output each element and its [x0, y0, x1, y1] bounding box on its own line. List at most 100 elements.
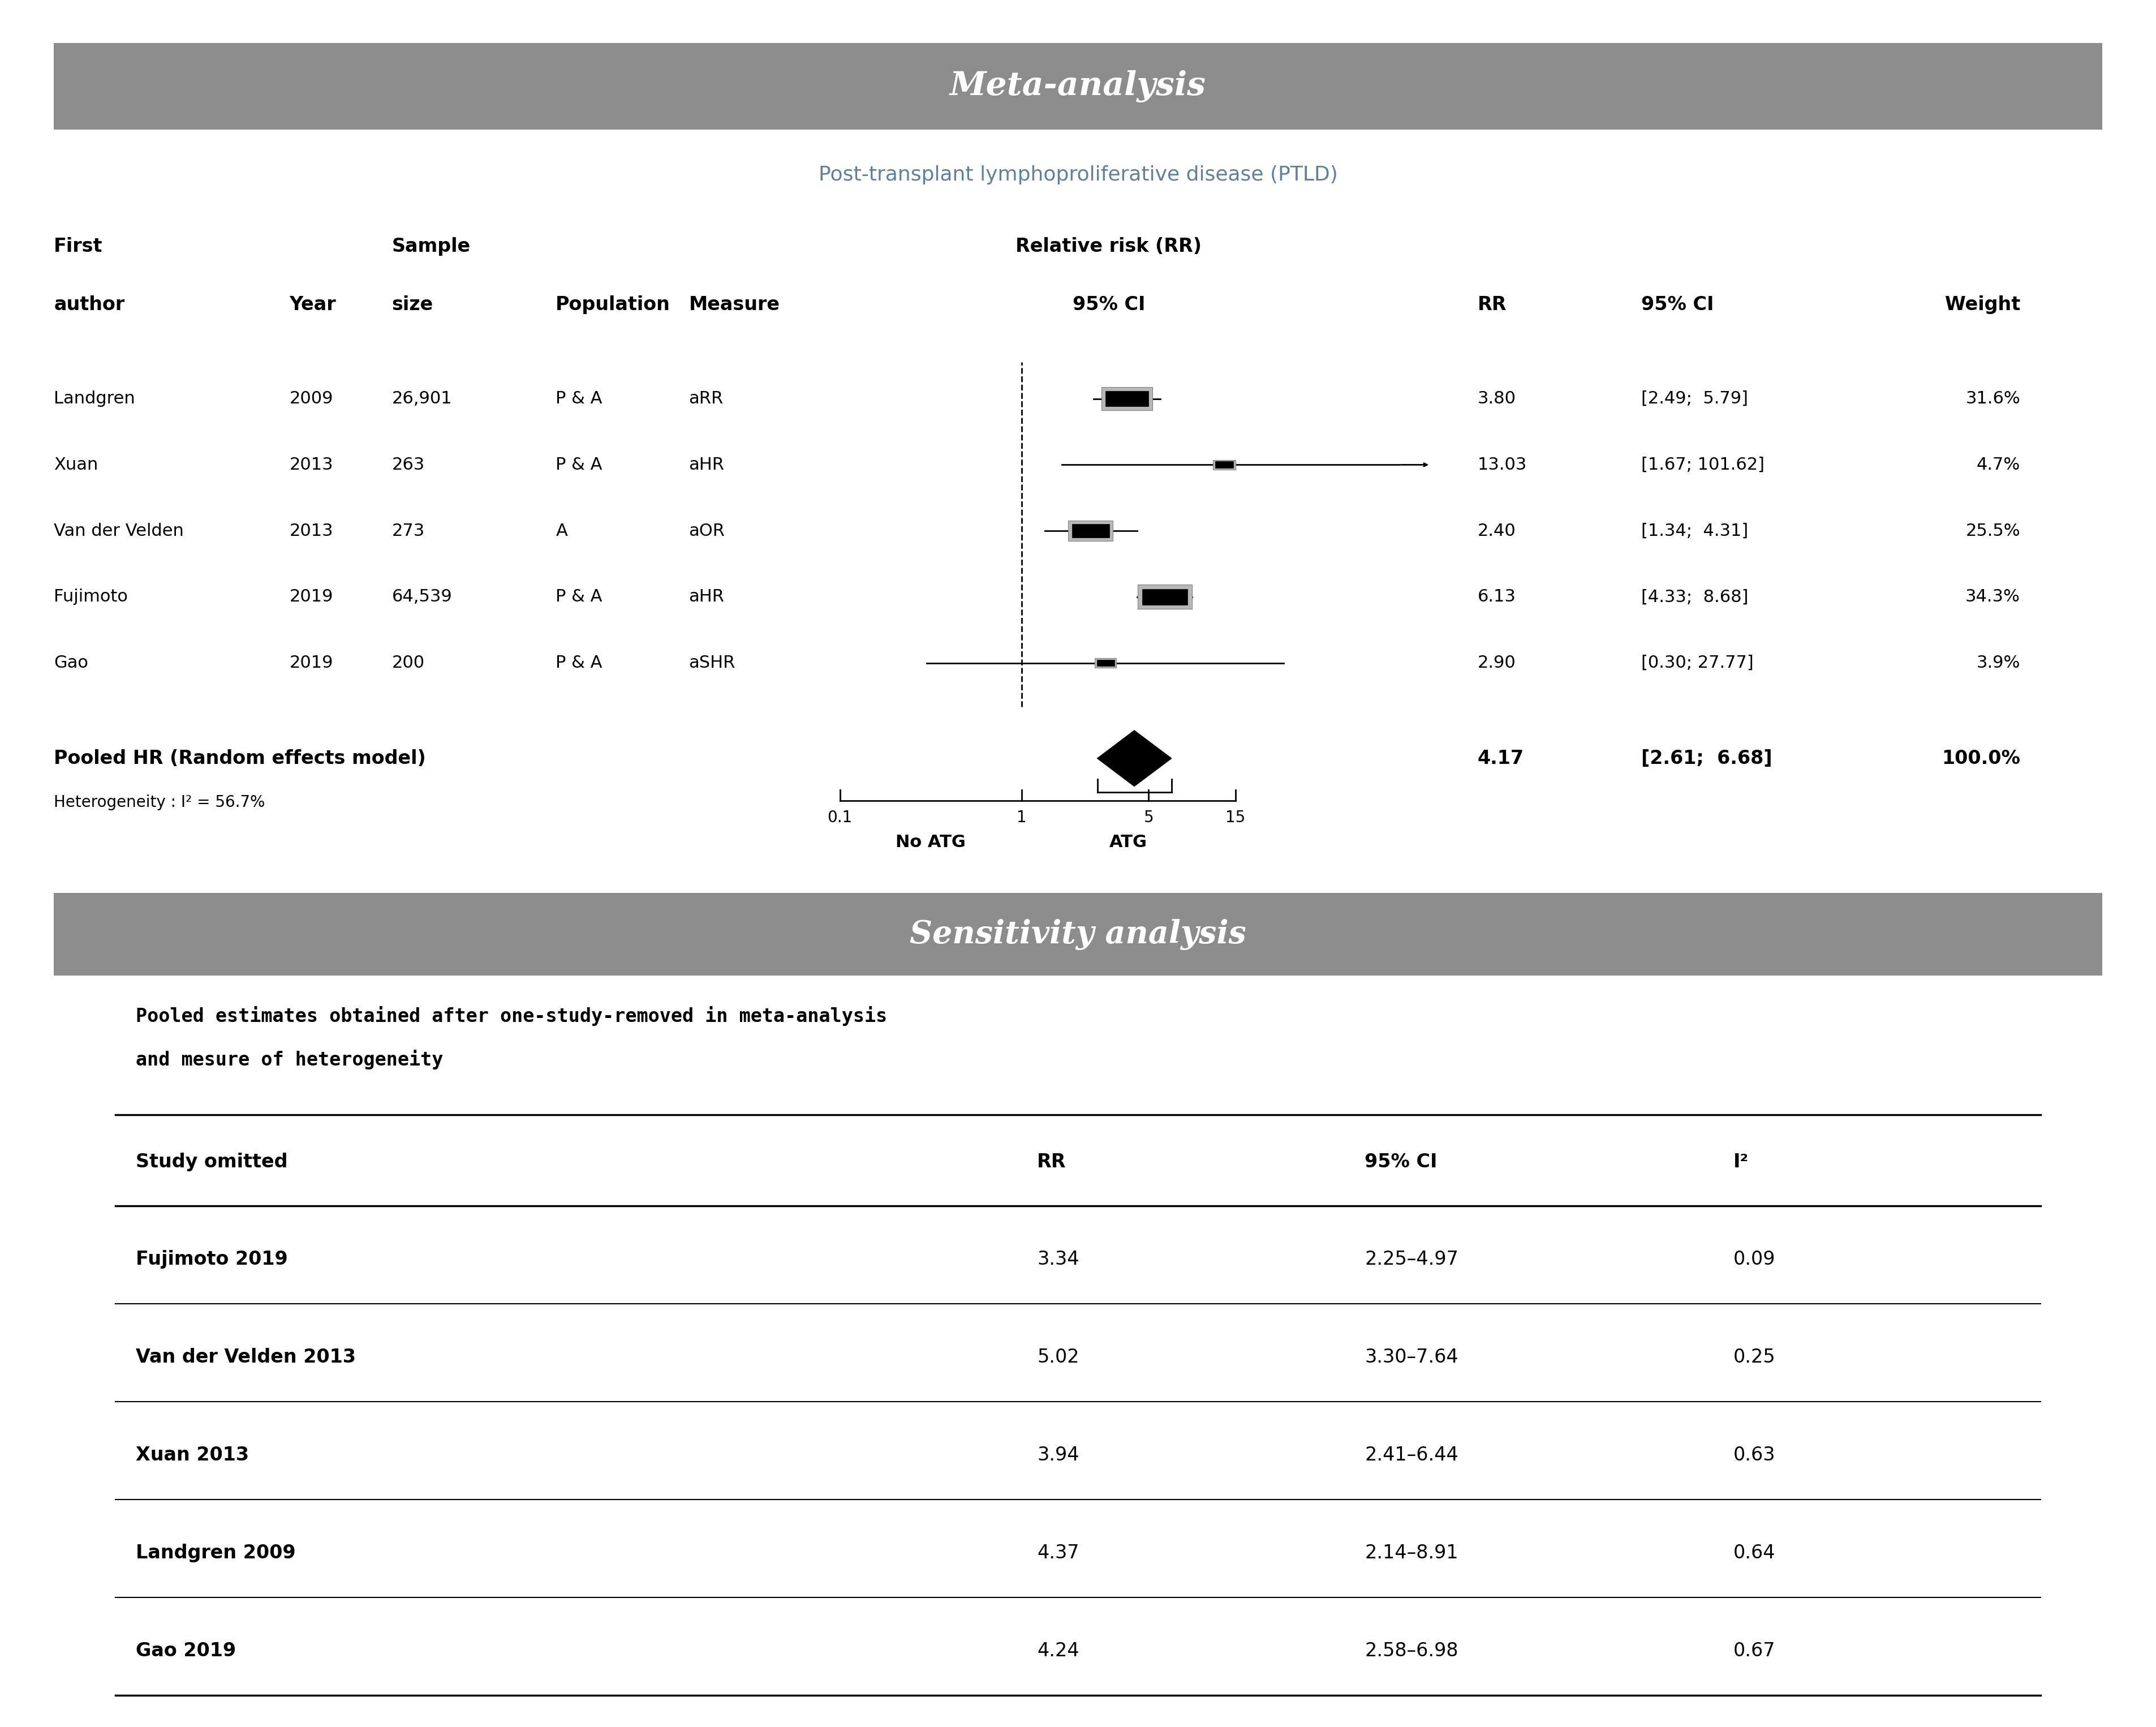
Text: 263: 263: [392, 456, 425, 473]
Text: 2.25–4.97: 2.25–4.97: [1365, 1250, 1460, 1269]
Text: Population: Population: [556, 295, 671, 314]
Text: P & A: P & A: [556, 589, 602, 604]
Text: Van der Velden: Van der Velden: [54, 523, 183, 539]
Text: 0.63: 0.63: [1733, 1445, 1777, 1464]
Text: 26,901: 26,901: [392, 390, 453, 408]
Text: 3.94: 3.94: [1037, 1445, 1080, 1464]
Text: Van der Velden 2013: Van der Velden 2013: [136, 1349, 356, 1366]
Text: 2009: 2009: [289, 390, 334, 408]
Text: 2013: 2013: [289, 523, 334, 539]
Text: Xuan: Xuan: [54, 456, 99, 473]
FancyBboxPatch shape: [1072, 525, 1110, 537]
Text: 6.13: 6.13: [1477, 589, 1516, 604]
Text: Study omitted: Study omitted: [136, 1152, 287, 1171]
Text: Pooled estimates obtained after one-study-removed in meta-analysis: Pooled estimates obtained after one-stud…: [136, 1007, 888, 1026]
Text: Post-transplant lymphoproliferative disease (PTLD): Post-transplant lymphoproliferative dise…: [819, 166, 1337, 185]
Text: 2.58–6.98: 2.58–6.98: [1365, 1642, 1457, 1660]
Text: No ATG: No ATG: [895, 834, 966, 850]
Text: author: author: [54, 295, 125, 314]
Text: ATG: ATG: [1110, 834, 1147, 850]
Text: 5: 5: [1143, 810, 1153, 826]
Text: Year: Year: [289, 295, 336, 314]
Text: 34.3%: 34.3%: [1966, 589, 2020, 604]
Text: Fujimoto: Fujimoto: [54, 589, 127, 604]
Text: aRR: aRR: [690, 390, 724, 408]
Text: [1.67; 101.62]: [1.67; 101.62]: [1641, 456, 1764, 473]
Text: RR: RR: [1037, 1152, 1067, 1171]
Text: Landgren: Landgren: [54, 390, 136, 408]
Text: Weight: Weight: [1945, 295, 2020, 314]
Text: 2.41–6.44: 2.41–6.44: [1365, 1445, 1457, 1464]
Text: First: First: [54, 237, 103, 256]
Text: 4.7%: 4.7%: [1977, 456, 2020, 473]
Text: 95% CI: 95% CI: [1365, 1152, 1438, 1171]
Text: size: size: [392, 295, 433, 314]
Text: 2.90: 2.90: [1477, 655, 1516, 672]
Text: 25.5%: 25.5%: [1966, 523, 2020, 539]
Text: 2013: 2013: [289, 456, 334, 473]
Text: Relative risk (RR): Relative risk (RR): [1015, 237, 1201, 256]
Text: 0.67: 0.67: [1733, 1642, 1777, 1660]
FancyBboxPatch shape: [54, 893, 2102, 976]
Text: 0.09: 0.09: [1733, 1250, 1777, 1269]
FancyBboxPatch shape: [1216, 461, 1233, 468]
Text: P & A: P & A: [556, 456, 602, 473]
Text: P & A: P & A: [556, 655, 602, 672]
Polygon shape: [1097, 731, 1171, 786]
Text: 31.6%: 31.6%: [1966, 390, 2020, 408]
Text: [4.33;  8.68]: [4.33; 8.68]: [1641, 589, 1749, 604]
Text: Sensitivity analysis: Sensitivity analysis: [910, 919, 1246, 950]
Text: Heterogeneity : I² = 56.7%: Heterogeneity : I² = 56.7%: [54, 794, 265, 810]
Text: 0.64: 0.64: [1733, 1544, 1777, 1563]
FancyBboxPatch shape: [1102, 387, 1153, 411]
Text: 13.03: 13.03: [1477, 456, 1526, 473]
FancyBboxPatch shape: [1095, 658, 1117, 668]
Text: 95% CI: 95% CI: [1641, 295, 1714, 314]
Text: Xuan 2013: Xuan 2013: [136, 1445, 250, 1464]
Text: Gao: Gao: [54, 655, 88, 672]
Text: Gao 2019: Gao 2019: [136, 1642, 235, 1660]
FancyBboxPatch shape: [1097, 660, 1115, 667]
FancyBboxPatch shape: [1143, 589, 1188, 604]
Text: [1.34;  4.31]: [1.34; 4.31]: [1641, 523, 1749, 539]
Text: 0.1: 0.1: [828, 810, 852, 826]
Text: 2019: 2019: [289, 589, 334, 604]
Text: 3.30–7.64: 3.30–7.64: [1365, 1349, 1457, 1366]
FancyBboxPatch shape: [1138, 585, 1192, 610]
Text: 4.17: 4.17: [1477, 750, 1524, 769]
Text: 3.9%: 3.9%: [1977, 655, 2020, 672]
Text: aHR: aHR: [690, 589, 724, 604]
Text: 95% CI: 95% CI: [1072, 295, 1145, 314]
Text: aSHR: aSHR: [690, 655, 735, 672]
Text: Measure: Measure: [690, 295, 780, 314]
FancyBboxPatch shape: [54, 43, 2102, 130]
Text: 3.80: 3.80: [1477, 390, 1516, 408]
Text: 2019: 2019: [289, 655, 334, 672]
Text: 0.25: 0.25: [1733, 1349, 1777, 1366]
Text: 3.34: 3.34: [1037, 1250, 1080, 1269]
Text: A: A: [556, 523, 567, 539]
FancyBboxPatch shape: [1214, 459, 1235, 470]
Text: aHR: aHR: [690, 456, 724, 473]
Text: [2.49;  5.79]: [2.49; 5.79]: [1641, 390, 1749, 408]
Text: Sample: Sample: [392, 237, 470, 256]
Text: 1: 1: [1018, 810, 1026, 826]
Text: [0.30; 27.77]: [0.30; 27.77]: [1641, 655, 1753, 672]
Text: 273: 273: [392, 523, 425, 539]
Text: 2.40: 2.40: [1477, 523, 1516, 539]
Text: 15: 15: [1225, 810, 1246, 826]
Text: 2.14–8.91: 2.14–8.91: [1365, 1544, 1457, 1563]
Text: 5.02: 5.02: [1037, 1349, 1080, 1366]
Text: Meta-analysis: Meta-analysis: [951, 71, 1205, 102]
Text: [2.61;  6.68]: [2.61; 6.68]: [1641, 750, 1772, 769]
Text: aOR: aOR: [690, 523, 724, 539]
Text: I²: I²: [1733, 1152, 1749, 1171]
Text: Fujimoto 2019: Fujimoto 2019: [136, 1250, 289, 1269]
Text: Landgren 2009: Landgren 2009: [136, 1544, 295, 1563]
Text: 100.0%: 100.0%: [1943, 750, 2020, 769]
Text: 4.24: 4.24: [1037, 1642, 1080, 1660]
Text: 4.37: 4.37: [1037, 1544, 1080, 1563]
FancyBboxPatch shape: [1106, 390, 1149, 406]
FancyBboxPatch shape: [1069, 522, 1112, 541]
Text: 200: 200: [392, 655, 425, 672]
